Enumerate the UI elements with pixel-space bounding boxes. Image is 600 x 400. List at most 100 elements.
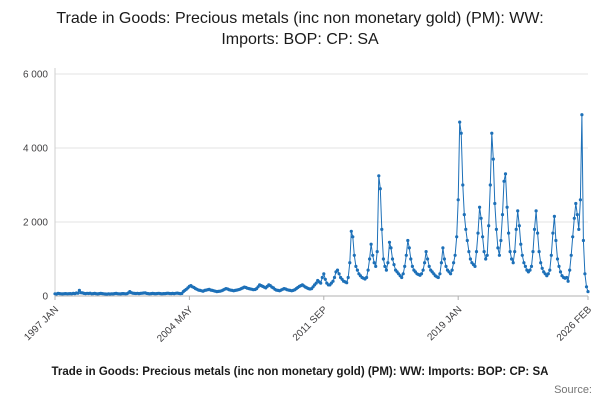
data-point: [494, 227, 498, 231]
data-point: [569, 253, 573, 257]
data-point: [575, 213, 579, 217]
data-point: [473, 264, 477, 268]
data-point: [406, 238, 410, 243]
chart-footer-caption: Trade in Goods: Precious metals (inc non…: [51, 366, 549, 378]
data-point: [377, 174, 381, 178]
data-point: [452, 261, 456, 265]
data-point: [468, 257, 472, 261]
data-point: [583, 272, 587, 276]
data-point: [558, 270, 563, 274]
data-point: [332, 275, 337, 280]
data-point: [554, 238, 558, 243]
chart-area: 0 2 000 4 000 6 000 1997 JAN 2004 MAY 2011 SEP…: [0, 60, 600, 356]
data-point: [584, 285, 589, 289]
data-point: [476, 231, 480, 235]
x-axis-ticks: [54, 296, 589, 300]
data-point: [384, 268, 388, 272]
data-point: [369, 242, 373, 246]
data-point: [368, 257, 372, 261]
line-chart: 0 2 000 4 000 6 000 1997 JAN 2004 MAY 2011 SEP…: [22, 68, 594, 345]
chart-container: Trade in Goods: Precious metals (inc non…: [0, 8, 600, 400]
data-point: [349, 229, 353, 233]
data-point: [372, 261, 376, 265]
data-point: [322, 272, 326, 276]
data-point: [537, 250, 541, 254]
data-point: [436, 275, 440, 280]
data-point: [581, 238, 586, 243]
data-point: [345, 281, 349, 285]
data-point: [577, 227, 581, 231]
data-point: [390, 257, 395, 261]
data-point: [467, 250, 471, 254]
data-point: [331, 279, 335, 283]
data-point: [441, 246, 445, 250]
chart-title: Trade in Goods: Precious metals (inc non…: [56, 10, 544, 49]
data-point: [539, 261, 543, 265]
data-point: [511, 261, 515, 265]
data-point: [458, 120, 462, 124]
data-point: [534, 209, 538, 213]
data-point: [355, 268, 359, 272]
data-point: [478, 205, 482, 209]
data-point: [479, 216, 483, 220]
data-point: [551, 231, 555, 235]
data-point: [522, 261, 526, 265]
data-point: [497, 253, 501, 257]
data-point: [474, 250, 479, 254]
data-point: [400, 275, 404, 280]
gridlines: [55, 73, 588, 297]
data-point: [389, 246, 393, 250]
data-point: [531, 250, 535, 254]
x-tick-label: 2019 JAN: [425, 304, 464, 343]
data-point: [421, 268, 425, 272]
data-point: [465, 238, 469, 243]
data-point: [410, 264, 414, 268]
data-point: [450, 268, 454, 272]
data-point: [335, 268, 340, 272]
data-point: [387, 240, 392, 244]
data-point: [426, 257, 430, 261]
data-point: [500, 213, 505, 217]
data-point: [456, 198, 460, 202]
data-point: [505, 205, 509, 209]
data-point: [520, 253, 524, 257]
data-point: [557, 264, 561, 268]
source-label: Source:: [554, 384, 592, 396]
data-point: [566, 279, 570, 283]
y-axis-labels: 0 2 000 4 000 6 000: [23, 70, 48, 303]
data-point: [76, 291, 80, 295]
x-tick-label: 2011 SEP: [291, 304, 330, 343]
data-point: [407, 246, 411, 250]
data-point: [462, 213, 466, 217]
data-point: [502, 179, 506, 183]
data-point: [392, 263, 396, 267]
data-point: [572, 216, 576, 220]
data-point: [409, 257, 413, 261]
data-point: [481, 235, 485, 239]
data-point: [365, 275, 369, 280]
y-tick-label: 0: [42, 292, 48, 303]
data-point: [366, 268, 370, 272]
data-point: [401, 272, 405, 276]
data-point: [529, 264, 534, 268]
data-point: [348, 261, 352, 265]
data-point: [375, 250, 379, 254]
data-point: [77, 288, 81, 292]
data-series-line: [54, 114, 589, 295]
data-point: [565, 275, 569, 280]
data-points: [53, 113, 590, 296]
y-tick-label: 4 000: [23, 144, 48, 155]
data-point: [381, 257, 385, 261]
y-tick-label: 6 000: [23, 70, 48, 81]
data-point: [323, 277, 327, 281]
data-point: [461, 183, 465, 187]
data-point: [555, 257, 560, 261]
data-point: [568, 268, 572, 272]
data-point: [493, 201, 497, 206]
data-point: [351, 235, 355, 239]
data-point: [586, 290, 590, 294]
data-point: [507, 231, 511, 235]
data-point: [571, 235, 575, 239]
data-point: [514, 227, 518, 231]
data-point: [423, 261, 427, 265]
